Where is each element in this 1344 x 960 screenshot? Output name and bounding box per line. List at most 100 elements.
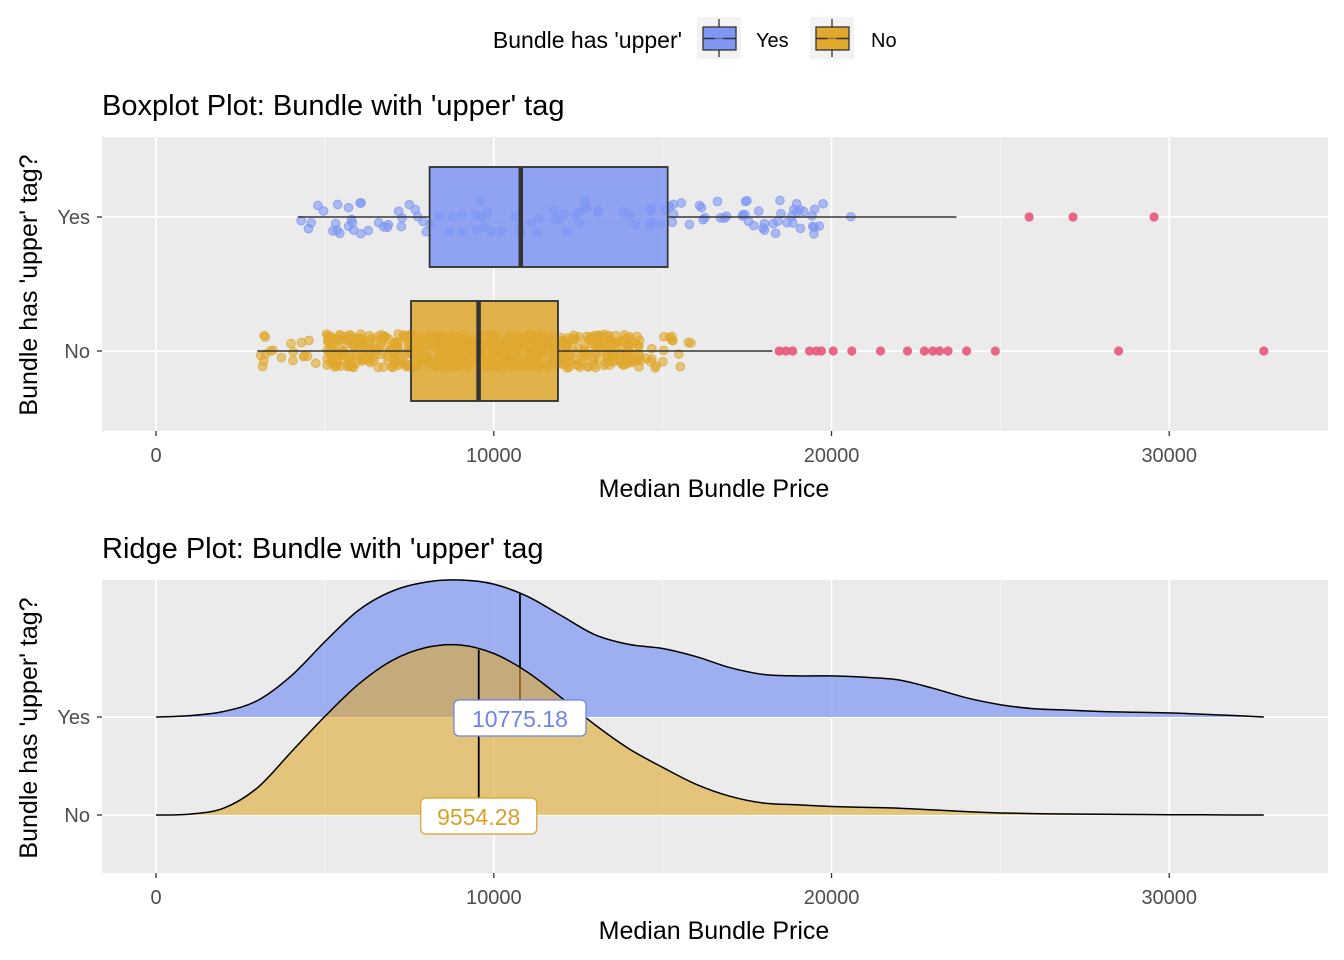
jitter-point	[659, 331, 669, 342]
jitter-point	[460, 348, 470, 359]
jitter-point	[531, 228, 542, 238]
boxplot-chart: Boxplot Plot: Bundle with 'upper' tag 0 1…	[15, 90, 1328, 503]
jitter-point	[479, 222, 489, 233]
jitter-point	[471, 209, 481, 220]
boxplot-x-tick-label: 10000	[466, 445, 522, 467]
jitter-point	[456, 227, 467, 237]
ridge-y-tick-label: No	[64, 805, 90, 827]
outlier-point	[774, 346, 784, 356]
jitter-point	[447, 212, 458, 222]
jitter-point	[562, 363, 573, 373]
jitter-point	[782, 217, 792, 228]
jitter-point	[593, 205, 604, 216]
jitter-point	[366, 333, 377, 344]
jitter-point	[632, 355, 643, 366]
ridge-median-value: 10775.18	[472, 706, 568, 732]
jitter-point	[310, 358, 321, 369]
jitter-point	[335, 228, 345, 239]
legend-label-no: No	[871, 30, 897, 52]
jitter-point	[378, 347, 389, 357]
jitter-point	[462, 363, 473, 373]
jitter-point	[594, 353, 605, 364]
ridge-panel	[102, 580, 1328, 873]
jitter-point	[393, 206, 404, 217]
jitter-point	[355, 198, 365, 208]
jitter-point	[773, 216, 783, 227]
jitter-point	[356, 228, 366, 239]
jitter-point	[457, 209, 467, 220]
jitter-point	[483, 362, 493, 373]
jitter-point	[533, 363, 543, 373]
jitter-point	[304, 335, 314, 346]
jitter-point	[715, 213, 726, 223]
jitter-point	[437, 357, 447, 367]
ridge-x-axis-label: Median Bundle Price	[599, 917, 830, 945]
jitter-point	[313, 200, 323, 211]
boxplot-x-axis-label: Median Bundle Price	[599, 475, 830, 503]
jitter-point	[743, 216, 754, 227]
boxplot-y-tick-label: Yes	[57, 207, 90, 229]
jitter-point	[526, 218, 537, 228]
jitter-point	[416, 332, 427, 342]
outlier-point	[804, 346, 815, 356]
jitter-point	[499, 336, 510, 346]
jitter-point	[421, 226, 432, 237]
jitter-point	[579, 340, 590, 350]
jitter-point	[286, 338, 296, 349]
jitter-point	[343, 221, 354, 231]
jitter-point	[510, 212, 520, 222]
ridge-y-tick-label: Yes	[57, 707, 90, 729]
jitter-point	[546, 336, 556, 347]
jitter-point	[574, 331, 584, 342]
outlier-point	[875, 346, 886, 356]
ridge-x-tick-label: 30000	[1141, 887, 1197, 909]
boxplot-x-tick-label: 20000	[804, 445, 860, 467]
legend-title: Bundle has 'upper'	[493, 27, 682, 53]
outlier-point	[847, 346, 857, 356]
outlier-point	[919, 346, 929, 356]
jitter-point	[567, 344, 578, 355]
jitter-point	[601, 344, 611, 354]
outlier-point	[990, 346, 1000, 356]
jitter-point	[404, 199, 415, 210]
jitter-point	[676, 198, 687, 208]
jitter-point	[373, 217, 384, 228]
jitter-point	[318, 206, 329, 216]
jitter-point	[391, 347, 401, 358]
jitter-point	[712, 196, 723, 207]
ridge-x-tick-label: 10000	[466, 887, 522, 909]
jitter-point	[589, 360, 599, 370]
jitter-point	[696, 202, 707, 213]
boxplot-marks	[255, 166, 1269, 402]
jitter-point	[302, 351, 313, 361]
jitter-point	[575, 362, 585, 372]
jitter-point	[753, 206, 764, 216]
jitter-point	[383, 219, 394, 230]
jitter-point	[686, 338, 696, 348]
jitter-point	[322, 360, 332, 370]
jitter-point	[258, 356, 269, 366]
ridge-median-value: 9554.28	[437, 804, 520, 830]
legend-label-yes: Yes	[756, 30, 789, 52]
ridge-x-tick-label: 0	[150, 887, 161, 909]
jitter-point	[483, 207, 493, 218]
ridge-axes: 0 10000 20000 30000 Yes No	[57, 707, 1197, 909]
boxplot-panel	[102, 137, 1328, 431]
jitter-point	[350, 358, 361, 369]
jitter-point	[651, 360, 661, 371]
jitter-point	[496, 226, 507, 236]
ridge-outline-yes	[155, 579, 1264, 718]
jitter-point	[333, 334, 343, 345]
jitter-point	[602, 334, 613, 344]
jitter-point	[645, 205, 656, 216]
outlier-point	[1114, 346, 1124, 356]
jitter-point	[614, 347, 625, 358]
jitter-point	[625, 334, 635, 344]
jitter-point	[809, 204, 820, 214]
jitter-point	[437, 330, 448, 341]
jitter-point	[452, 350, 462, 361]
jitter-point	[260, 332, 270, 342]
ridge-chart: Ridge Plot: Bundle with 'upper' tag 1077…	[15, 533, 1328, 945]
jitter-point	[422, 352, 433, 363]
